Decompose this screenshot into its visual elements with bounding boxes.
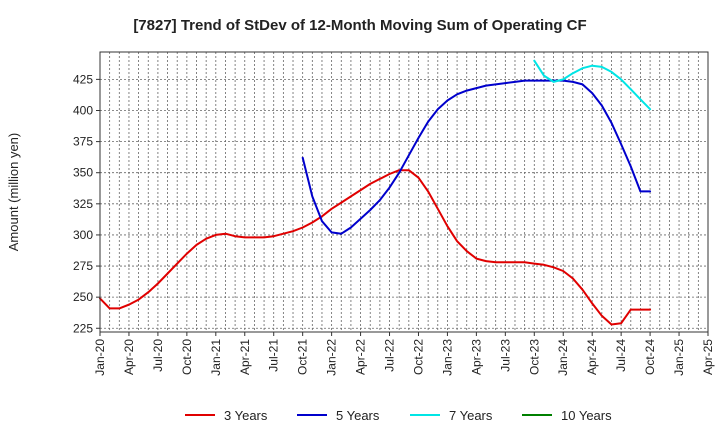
plot-frame: [99, 51, 709, 333]
legend-label-10-years: 10 Years: [561, 408, 612, 423]
x-tick-label: Jul-24: [614, 339, 628, 372]
x-tick-label: Apr-24: [585, 339, 599, 375]
legend-label-5-years: 5 Years: [336, 408, 380, 423]
y-axis: 225 250 275 300 325 350 375 400 425: [73, 72, 100, 335]
series-line-7-years: [533, 59, 652, 111]
y-tick-label: 275: [73, 259, 93, 273]
y-axis-label: Amount (million yen): [6, 133, 21, 252]
x-tick-label: Apr-23: [469, 339, 483, 375]
x-tick-label: Apr-22: [354, 339, 368, 375]
x-tick-label: Jan-20: [93, 339, 107, 376]
y-tick-label: 250: [73, 290, 93, 304]
x-tick-label: Oct-20: [180, 339, 194, 375]
chart-title: [7827] Trend of StDev of 12-Month Moving…: [133, 17, 586, 34]
series-line-3-years: [99, 169, 652, 326]
x-tick-label: Oct-22: [411, 339, 425, 375]
legend: 3 Years 5 Years 7 Years 10 Years: [185, 408, 612, 423]
y-tick-label: 400: [73, 103, 93, 117]
x-tick-label: Jul-21: [267, 339, 281, 372]
x-tick-label: Jan-23: [440, 339, 454, 376]
y-tick-label: 300: [73, 228, 93, 242]
series-layer: [99, 59, 652, 326]
y-tick-label: 350: [73, 166, 93, 180]
x-tick-label: Apr-20: [122, 339, 136, 375]
x-tick-label: Jan-22: [325, 339, 339, 376]
legend-label-3-years: 3 Years: [224, 408, 268, 423]
grid-layer: [99, 52, 709, 332]
x-tick-label: Jan-24: [556, 339, 570, 376]
x-tick-label: Oct-24: [643, 339, 657, 375]
x-tick-label: Jan-21: [209, 339, 223, 376]
legend-label-7-years: 7 Years: [449, 408, 493, 423]
x-tick-label: Jul-23: [498, 339, 512, 372]
x-tick-label: Jul-20: [151, 339, 165, 372]
x-tick-label: Oct-23: [527, 339, 541, 375]
x-tick-label: Apr-21: [238, 339, 252, 375]
y-tick-label: 225: [73, 321, 93, 335]
x-tick-label: Jul-22: [383, 339, 397, 372]
y-tick-label: 425: [73, 72, 93, 86]
x-tick-label: Jan-25: [672, 339, 686, 376]
y-tick-label: 375: [73, 135, 93, 149]
x-tick-label: Apr-25: [701, 339, 715, 375]
x-tick-label: Oct-21: [296, 339, 310, 375]
series-line-5-years: [301, 79, 652, 235]
x-axis: Jan-20 Apr-20 Jul-20 Oct-20 Jan-21 Apr-21 Jul-…: [93, 332, 715, 376]
y-tick-label: 325: [73, 197, 93, 211]
